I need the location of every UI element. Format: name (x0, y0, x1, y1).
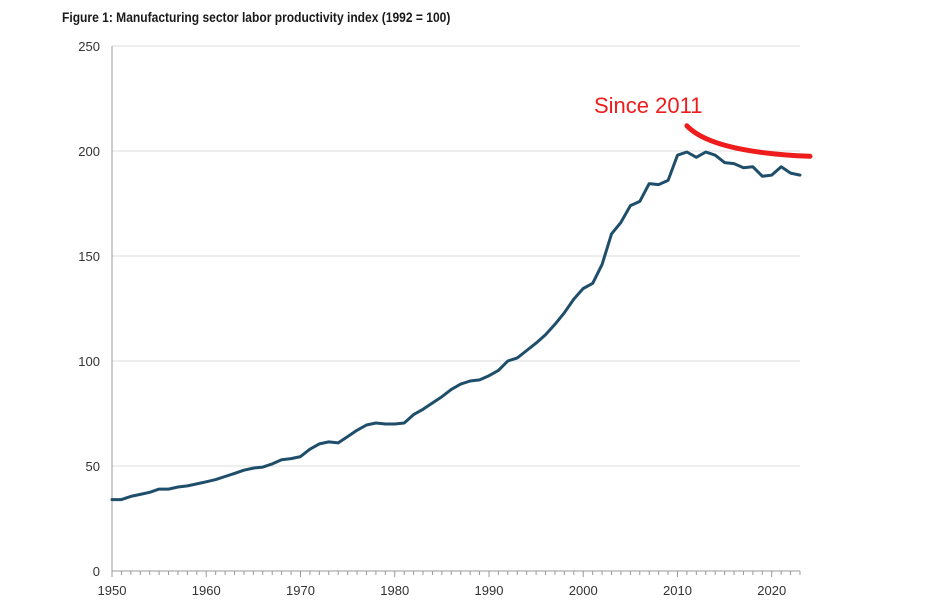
x-tick-label-2010: 2010 (663, 583, 692, 598)
series-line-0 (110, 150, 802, 502)
x-tick-label-2020: 2020 (757, 583, 786, 598)
y-tick-label-0: 0 (93, 564, 100, 579)
y-tick-label-150: 150 (78, 249, 100, 264)
x-tick-labels: 1950 1960 1970 1980 1990 2000 2010 2020 (98, 583, 787, 598)
annotation: Since 2011 (594, 93, 813, 159)
x-tick-label-1980: 1980 (380, 583, 409, 598)
y-tick-labels: 0 50 100 150 200 250 (78, 39, 100, 579)
x-tick-label-2000: 2000 (569, 583, 598, 598)
axes (111, 46, 801, 577)
y-tick-label-100: 100 (78, 354, 100, 369)
series (110, 150, 802, 502)
y-tick-label-250: 250 (78, 39, 100, 54)
annotation-label: Since 2011 (594, 93, 702, 118)
y-tick-label-50: 50 (86, 459, 100, 474)
annotation-curve (684, 123, 813, 159)
y-tick-label-200: 200 (78, 144, 100, 159)
chart-title: Figure 1: Manufacturing sector labor pro… (62, 9, 451, 25)
x-tick-label-1960: 1960 (192, 583, 221, 598)
x-tick-label-1950: 1950 (98, 583, 127, 598)
x-tick-label-1990: 1990 (475, 583, 504, 598)
x-tick-label-1970: 1970 (286, 583, 315, 598)
